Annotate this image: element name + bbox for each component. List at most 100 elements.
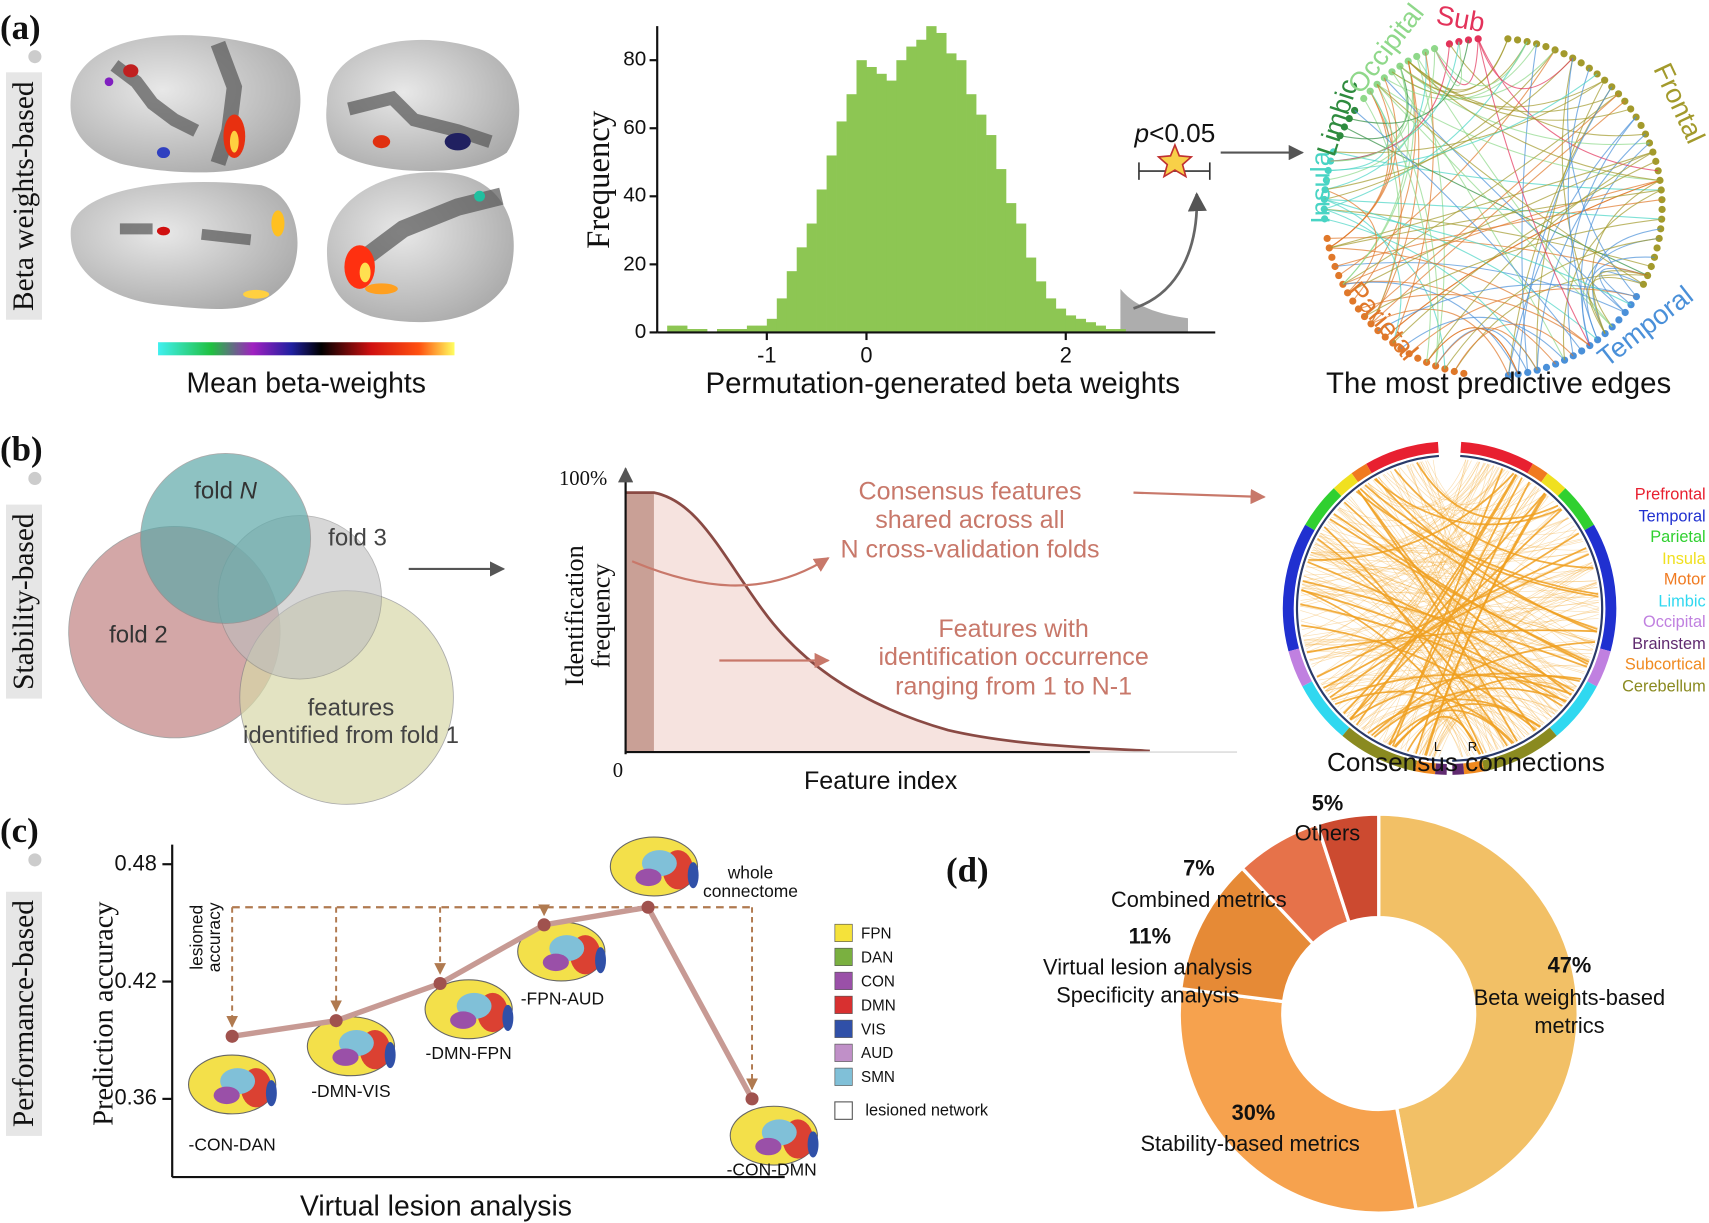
chord-title: The most predictive edges [1326, 366, 1672, 400]
edge [1364, 218, 1662, 318]
edge [1370, 100, 1626, 325]
edge [1300, 518, 1569, 601]
node [1542, 43, 1550, 51]
edge [1300, 620, 1468, 757]
edge [1314, 544, 1519, 742]
node [1421, 48, 1430, 56]
fold-label: fold N [194, 477, 257, 505]
edge [1536, 79, 1606, 371]
edge [1376, 83, 1661, 181]
bar [966, 94, 977, 333]
edge [1300, 464, 1491, 605]
bar [1005, 203, 1017, 333]
edge [1394, 675, 1582, 748]
legend-label: Cerebellum [1622, 676, 1706, 696]
panel-label: (d) [946, 849, 989, 889]
edge [1324, 218, 1538, 371]
bar [986, 135, 997, 333]
region-arc [1414, 760, 1437, 775]
edge [1326, 48, 1436, 181]
brain-icon [595, 947, 606, 974]
edge [1567, 68, 1599, 341]
chord-title: Consensus connections [1327, 747, 1605, 778]
node [1601, 330, 1609, 338]
node [1327, 157, 1335, 165]
edge [1399, 467, 1577, 536]
edge [1383, 473, 1563, 525]
edge [1399, 65, 1605, 108]
edge [1373, 665, 1587, 737]
x-axis-label: Permutation-generated beta weights [705, 366, 1180, 400]
bar [687, 329, 698, 333]
point [225, 1029, 239, 1043]
edge [1333, 513, 1589, 666]
legend-swatch [834, 1067, 853, 1086]
edge [1343, 503, 1499, 750]
node [1345, 114, 1353, 123]
bar [926, 26, 937, 333]
panel-label: (b) [0, 428, 43, 469]
legend-label: Occipital [1642, 612, 1706, 632]
edge [1567, 116, 1637, 356]
bar [816, 189, 827, 333]
star [1156, 142, 1194, 179]
brain-icon [384, 1041, 396, 1069]
node [1474, 35, 1482, 43]
edge [1316, 539, 1482, 755]
edge [1357, 489, 1518, 742]
edge [1328, 84, 1393, 249]
edge [1400, 696, 1559, 750]
bar [806, 223, 817, 333]
bar [776, 298, 788, 333]
edge [1333, 79, 1605, 154]
bullet [28, 471, 42, 486]
edge [1330, 66, 1408, 162]
bar [697, 329, 708, 333]
y-tick-label: 80 [623, 48, 647, 72]
edge [1591, 179, 1661, 334]
edge [1310, 554, 1589, 663]
brain-icon [635, 868, 662, 887]
y-tick-label: 40 [623, 184, 647, 208]
edge [1302, 580, 1488, 753]
node [1323, 234, 1331, 243]
edge [1355, 705, 1464, 758]
brain-icon [807, 1131, 819, 1158]
edge [1421, 461, 1587, 551]
edge [1412, 463, 1595, 647]
bar [1055, 308, 1067, 333]
edge [1316, 562, 1592, 677]
edge [1379, 516, 1568, 741]
bar [677, 325, 688, 333]
side-label: Stability-based [5, 504, 42, 699]
edge [1433, 613, 1599, 757]
edge [1303, 586, 1598, 641]
edge [1333, 151, 1662, 191]
region-arc [1541, 473, 1566, 497]
edge [1369, 90, 1431, 363]
edge [1406, 715, 1482, 755]
edge [1367, 461, 1478, 508]
edge [1324, 582, 1597, 691]
bar [716, 329, 728, 333]
bar [1045, 298, 1057, 333]
legend-label: Insula [1662, 549, 1706, 568]
node [1504, 371, 1513, 379]
node [1542, 363, 1551, 371]
edge [1316, 537, 1508, 747]
bar [796, 247, 808, 333]
side-label: Performance-based [5, 891, 42, 1136]
edge [1517, 86, 1613, 375]
y-tick-label: 0.42 [114, 969, 157, 993]
region-arc [1452, 763, 1465, 775]
edge [1367, 461, 1481, 734]
slice [1315, 812, 1381, 925]
legend-label: Motor [1663, 570, 1706, 589]
category-label: Beta weights-based metrics [1473, 986, 1666, 1039]
edge [1413, 716, 1487, 754]
edge [1563, 189, 1662, 361]
edge [1338, 464, 1490, 521]
node [1354, 305, 1363, 313]
legend-label: FPN [861, 924, 892, 942]
y-tick-label: 0 [634, 320, 647, 344]
